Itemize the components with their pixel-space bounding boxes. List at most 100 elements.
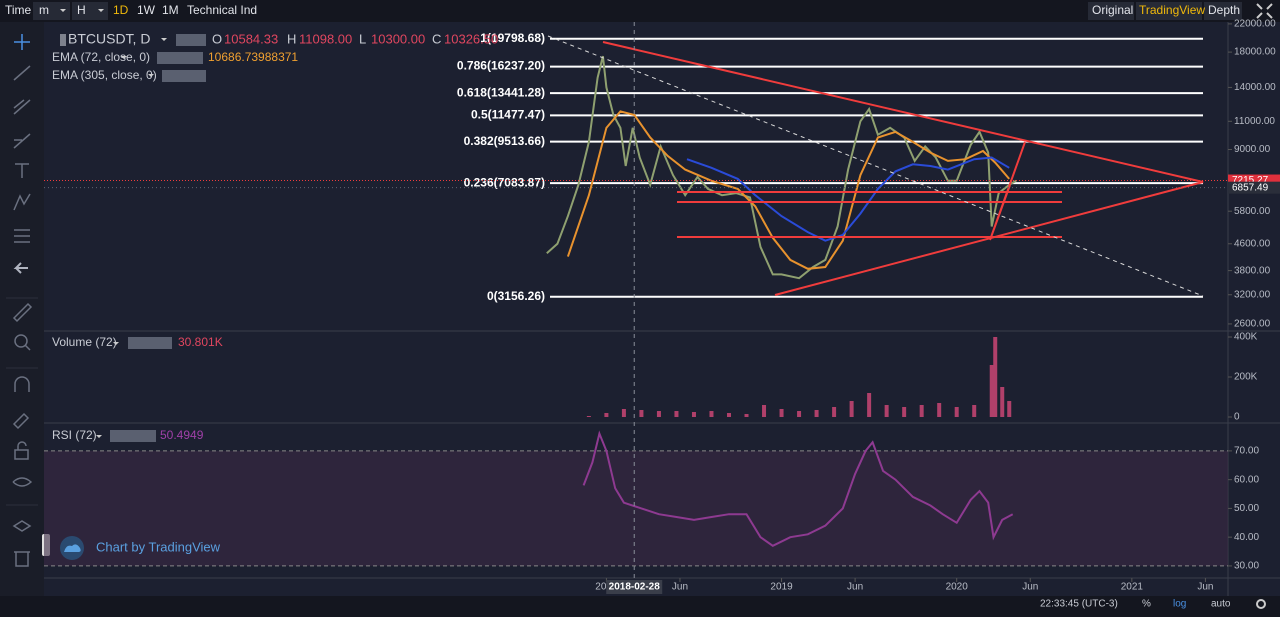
y-tick-label: 5800.00 bbox=[1234, 206, 1271, 217]
ohlc-value: 10300.00 bbox=[371, 31, 425, 46]
trend-dashed-line bbox=[547, 35, 1204, 297]
volume-bar bbox=[656, 411, 661, 417]
y-tick-label: 14000.00 bbox=[1234, 82, 1276, 93]
status-button[interactable]: auto bbox=[1211, 599, 1231, 610]
pane-value: 30.801K bbox=[178, 335, 223, 349]
ohlc-key: C bbox=[432, 31, 441, 46]
fib-label: 0(3156.26) bbox=[487, 289, 545, 303]
legend-label: EMA (72, close, 0) bbox=[52, 50, 150, 64]
volume-bar bbox=[849, 401, 854, 417]
volume-bar bbox=[989, 365, 994, 417]
volume-bar bbox=[604, 413, 609, 417]
fib-label: 0.786(16237.20) bbox=[457, 59, 545, 73]
y-tick-label: 50.00 bbox=[1234, 503, 1259, 514]
volume-bar bbox=[884, 405, 889, 417]
ema-line bbox=[686, 156, 1010, 242]
toolbar-select[interactable]: m bbox=[39, 3, 49, 17]
y-tick-label: 30.00 bbox=[1234, 561, 1259, 572]
label-layer: 2018Jun2019Jun2020Jun2021Jun22000.001800… bbox=[44, 19, 1280, 594]
y-tick-label: 9000.00 bbox=[1234, 144, 1271, 155]
fib-label: 1(19798.68) bbox=[480, 31, 545, 45]
status-button[interactable]: log bbox=[1173, 599, 1186, 610]
volume-bar bbox=[1000, 387, 1005, 417]
legend-buttons[interactable] bbox=[110, 34, 206, 442]
ohlc-value: 10326.50 bbox=[444, 31, 498, 46]
y-tick-label: 40.00 bbox=[1234, 532, 1259, 543]
ohlc-key: L bbox=[359, 31, 366, 46]
volume-bar bbox=[691, 412, 696, 417]
x-tick-label: 2019 bbox=[770, 582, 793, 593]
fib-label: 0.618(13441.28) bbox=[457, 85, 545, 99]
x-tick-label: Jun bbox=[1022, 582, 1038, 593]
volume-bar bbox=[744, 414, 749, 417]
x-tick-label: Jun bbox=[1197, 582, 1213, 593]
watermark: Chart by TradingView bbox=[96, 539, 221, 554]
ema-line bbox=[566, 110, 1010, 270]
fib-label: 0.236(7083.87) bbox=[464, 175, 545, 189]
y-tick-label: 18000.00 bbox=[1234, 47, 1276, 58]
interval-select[interactable] bbox=[72, 2, 108, 20]
y-tick-label: 400K bbox=[1234, 332, 1258, 343]
y-tick-label: 0 bbox=[1234, 412, 1240, 423]
fib-label: 0.382(9513.66) bbox=[464, 134, 545, 148]
toolbar-button[interactable]: 1W bbox=[137, 3, 156, 17]
status-bar bbox=[0, 596, 1280, 617]
crosshair-date: 2018-02-28 bbox=[609, 582, 661, 593]
toolbar-select[interactable]: H bbox=[77, 3, 86, 17]
toolbar-button[interactable]: Original bbox=[1092, 3, 1133, 17]
collapse-icon[interactable] bbox=[60, 34, 66, 46]
volume-bar bbox=[674, 411, 679, 417]
y-tick-label: 70.00 bbox=[1234, 446, 1259, 457]
rsi-band bbox=[44, 450, 1228, 566]
data-layer bbox=[546, 37, 1203, 547]
volume-bar bbox=[919, 405, 924, 417]
trend-drawings bbox=[602, 41, 1204, 296]
pane-value: 50.4949 bbox=[160, 428, 204, 442]
y-tick-label: 200K bbox=[1234, 372, 1258, 383]
volume-bar bbox=[972, 405, 977, 417]
volume-bar bbox=[1007, 401, 1012, 417]
crosshair-price: 7215.27 bbox=[1232, 175, 1269, 186]
volume-bar bbox=[586, 416, 591, 417]
volume-bar bbox=[814, 410, 819, 417]
ohlc-value: 10584.33 bbox=[224, 31, 278, 46]
status-button[interactable]: % bbox=[1142, 599, 1151, 610]
y-tick-label: 2600.00 bbox=[1234, 319, 1271, 330]
y-tick-label: 4600.00 bbox=[1234, 238, 1271, 249]
legend-label: EMA (305, close, 0) bbox=[52, 68, 157, 82]
volume-bar bbox=[954, 407, 959, 417]
view-button[interactable] bbox=[1136, 2, 1202, 20]
y-tick-label: 3200.00 bbox=[1234, 289, 1271, 300]
view-button[interactable] bbox=[1088, 2, 1134, 20]
x-tick-label: Jun bbox=[847, 582, 863, 593]
x-tick-label: Jun bbox=[672, 582, 688, 593]
fib-label: 0.5(11477.47) bbox=[471, 107, 545, 121]
clock: 22:33:45 (UTC-3) bbox=[1040, 599, 1118, 610]
legend-value: 10686.73988371 bbox=[208, 50, 298, 64]
volume-bar bbox=[779, 409, 784, 417]
drawing-tools[interactable] bbox=[12, 34, 33, 567]
top-toolbar bbox=[0, 0, 1280, 22]
toolbar-button[interactable]: 1D bbox=[113, 3, 129, 17]
toolbar-label: Time bbox=[5, 3, 32, 17]
volume-bar bbox=[867, 393, 872, 417]
y-tick-label: 3800.00 bbox=[1234, 265, 1271, 276]
toolbar-button[interactable]: 1M bbox=[162, 3, 179, 17]
symbol-label: BTCUSDT, D bbox=[68, 31, 150, 47]
ohlc-key: O bbox=[212, 31, 222, 46]
y-tick-label: 22000.00 bbox=[1234, 19, 1276, 30]
crosshair-date-box bbox=[606, 580, 663, 594]
settings-icon[interactable] bbox=[1256, 599, 1266, 609]
toolbar-button[interactable]: Depth bbox=[1208, 3, 1240, 17]
background-layer bbox=[44, 23, 1232, 582]
watermark-icon bbox=[64, 544, 81, 552]
volume-bar bbox=[639, 410, 644, 417]
toolbar-button[interactable]: TradingView bbox=[1139, 3, 1205, 17]
toolbar-button[interactable]: Technical Ind bbox=[187, 3, 257, 17]
view-button[interactable] bbox=[1204, 2, 1242, 20]
fullscreen-icon[interactable] bbox=[1256, 3, 1273, 19]
rsi-line bbox=[582, 430, 1014, 547]
dropdown-arrow bbox=[60, 9, 104, 12]
ohlc-value: 11098.00 bbox=[299, 31, 352, 46]
interval-select[interactable] bbox=[33, 2, 70, 20]
